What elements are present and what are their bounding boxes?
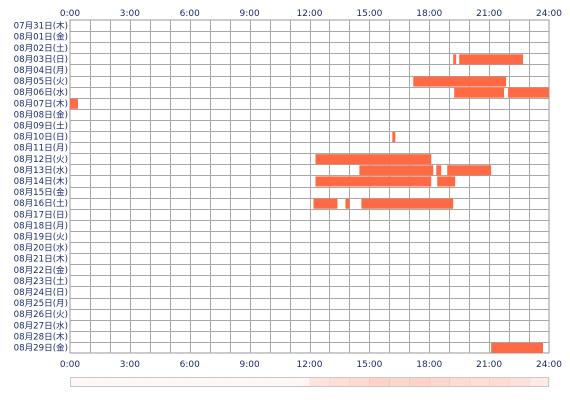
x-tick-label: 3:00 (120, 360, 140, 370)
strip-cell (269, 377, 291, 387)
strip-border (70, 377, 549, 387)
activity-bar (392, 132, 396, 143)
row-label: 08月16日(土) (14, 197, 68, 209)
x-axis-top: 0:00 3:00 6:00 9:00 12:00 15:00 18:00 21:00 24:0… (60, 9, 562, 19)
x-tick-label: 18:00 (416, 360, 442, 370)
row-label: 08月18日(月) (14, 220, 68, 231)
row-label: 08月24日(日) (14, 287, 68, 298)
strip-cell (409, 377, 430, 387)
row-label: 08月06日(水) (14, 86, 68, 98)
x-axis-bottom: 0:00 3:00 6:00 9:00 12:00 15:00 18:00 21:00 24:0… (60, 360, 562, 370)
row-label: 08月28日(木) (14, 330, 68, 342)
strip-cell (169, 377, 191, 387)
row-label: 08月19日(火) (14, 231, 68, 242)
x-tick-label: 9:00 (240, 360, 260, 370)
row-label: 08月13日(水) (14, 164, 68, 176)
plot-area (69, 19, 550, 354)
x-tick-label: 21:00 (476, 9, 502, 19)
activity-bar (436, 165, 442, 176)
activity-bar (359, 165, 434, 176)
x-tick-label: 9:00 (240, 9, 260, 19)
activity-bar (313, 198, 338, 209)
x-tick-label: 3:00 (120, 9, 140, 19)
activity-bars (70, 54, 549, 353)
row-label: 08月08日(金) (14, 108, 68, 120)
strip-cell (349, 377, 370, 387)
x-tick-label: 15:00 (356, 360, 382, 370)
activity-bar (459, 54, 524, 65)
strip-cell (229, 377, 251, 387)
x-tick-label: 0:00 (60, 360, 80, 370)
strip-cell (309, 377, 330, 387)
strip-cell (489, 377, 510, 387)
row-label: 08月02日(土) (14, 42, 68, 54)
strip-cell (449, 377, 470, 387)
x-tick-label: 24:00 (536, 360, 562, 370)
row-label: 08月27日(水) (14, 319, 68, 331)
strip-cell (369, 377, 390, 387)
strip-cell (249, 377, 271, 387)
activity-bar (361, 198, 454, 209)
x-tick-label: 12:00 (297, 9, 323, 19)
row-label: 08月15日(金) (14, 186, 68, 198)
row-label: 08月23日(土) (14, 275, 68, 287)
strip-cell (389, 377, 410, 387)
summary-strip (70, 377, 550, 387)
strip-cell (89, 377, 111, 387)
row-label: 08月11日(月) (14, 143, 68, 154)
strip-cell (529, 377, 550, 387)
row-label: 08月17日(日) (14, 209, 68, 220)
row-labels: 07月31日(木)08月01日(金)08月02日(土)08月03日(日)08月0… (14, 20, 68, 354)
x-tick-label: 0:00 (60, 9, 80, 19)
x-tick-label: 6:00 (180, 360, 200, 370)
row-label: 08月01日(金) (14, 31, 68, 43)
activity-bar (454, 87, 505, 98)
row-label: 08月20日(水) (14, 242, 68, 254)
x-tick-label: 24:00 (536, 9, 562, 19)
strip-cell (469, 377, 490, 387)
strip-cell (329, 377, 350, 387)
strip-cell (189, 377, 211, 387)
row-label: 08月29日(金) (14, 341, 68, 353)
strip-cell (209, 377, 231, 387)
strip-cell (509, 377, 530, 387)
row-label: 08月07日(木) (14, 97, 68, 109)
row-label: 08月22日(金) (14, 264, 68, 276)
strip-cell (289, 377, 310, 387)
row-label: 08月26日(火) (14, 309, 68, 320)
activity-bar (345, 198, 350, 209)
activity-bar (315, 176, 432, 187)
activity-bar (437, 176, 456, 187)
strip-cell (149, 377, 171, 387)
activity-bar (491, 342, 544, 353)
row-label: 07月31日(木) (14, 20, 68, 32)
chart-grid (69, 19, 550, 354)
activity-bar (508, 87, 549, 98)
strip-cell (109, 377, 131, 387)
strip-cell (129, 377, 151, 387)
row-label: 08月03日(日) (14, 54, 68, 65)
x-tick-label: 6:00 (180, 9, 200, 19)
row-label: 08月21日(木) (14, 253, 68, 265)
row-label: 08月05日(火) (14, 76, 68, 87)
activity-bar (413, 76, 507, 87)
row-label: 08月09日(土) (14, 119, 68, 131)
strip-cell (429, 377, 450, 387)
x-tick-label: 15:00 (356, 9, 382, 19)
x-tick-label: 18:00 (416, 9, 442, 19)
row-label: 08月25日(月) (14, 298, 68, 309)
row-label: 08月04日(月) (14, 65, 68, 76)
activity-bar (447, 165, 492, 176)
x-tick-label: 12:00 (297, 360, 323, 370)
activity-bar (70, 98, 78, 109)
activity-bar (453, 54, 457, 65)
activity-bar (315, 154, 432, 165)
strip-cell (70, 377, 91, 387)
row-label: 08月12日(火) (14, 154, 68, 165)
x-tick-label: 21:00 (476, 360, 502, 370)
row-label: 08月14日(木) (14, 175, 68, 187)
row-label: 08月10日(日) (14, 132, 68, 143)
